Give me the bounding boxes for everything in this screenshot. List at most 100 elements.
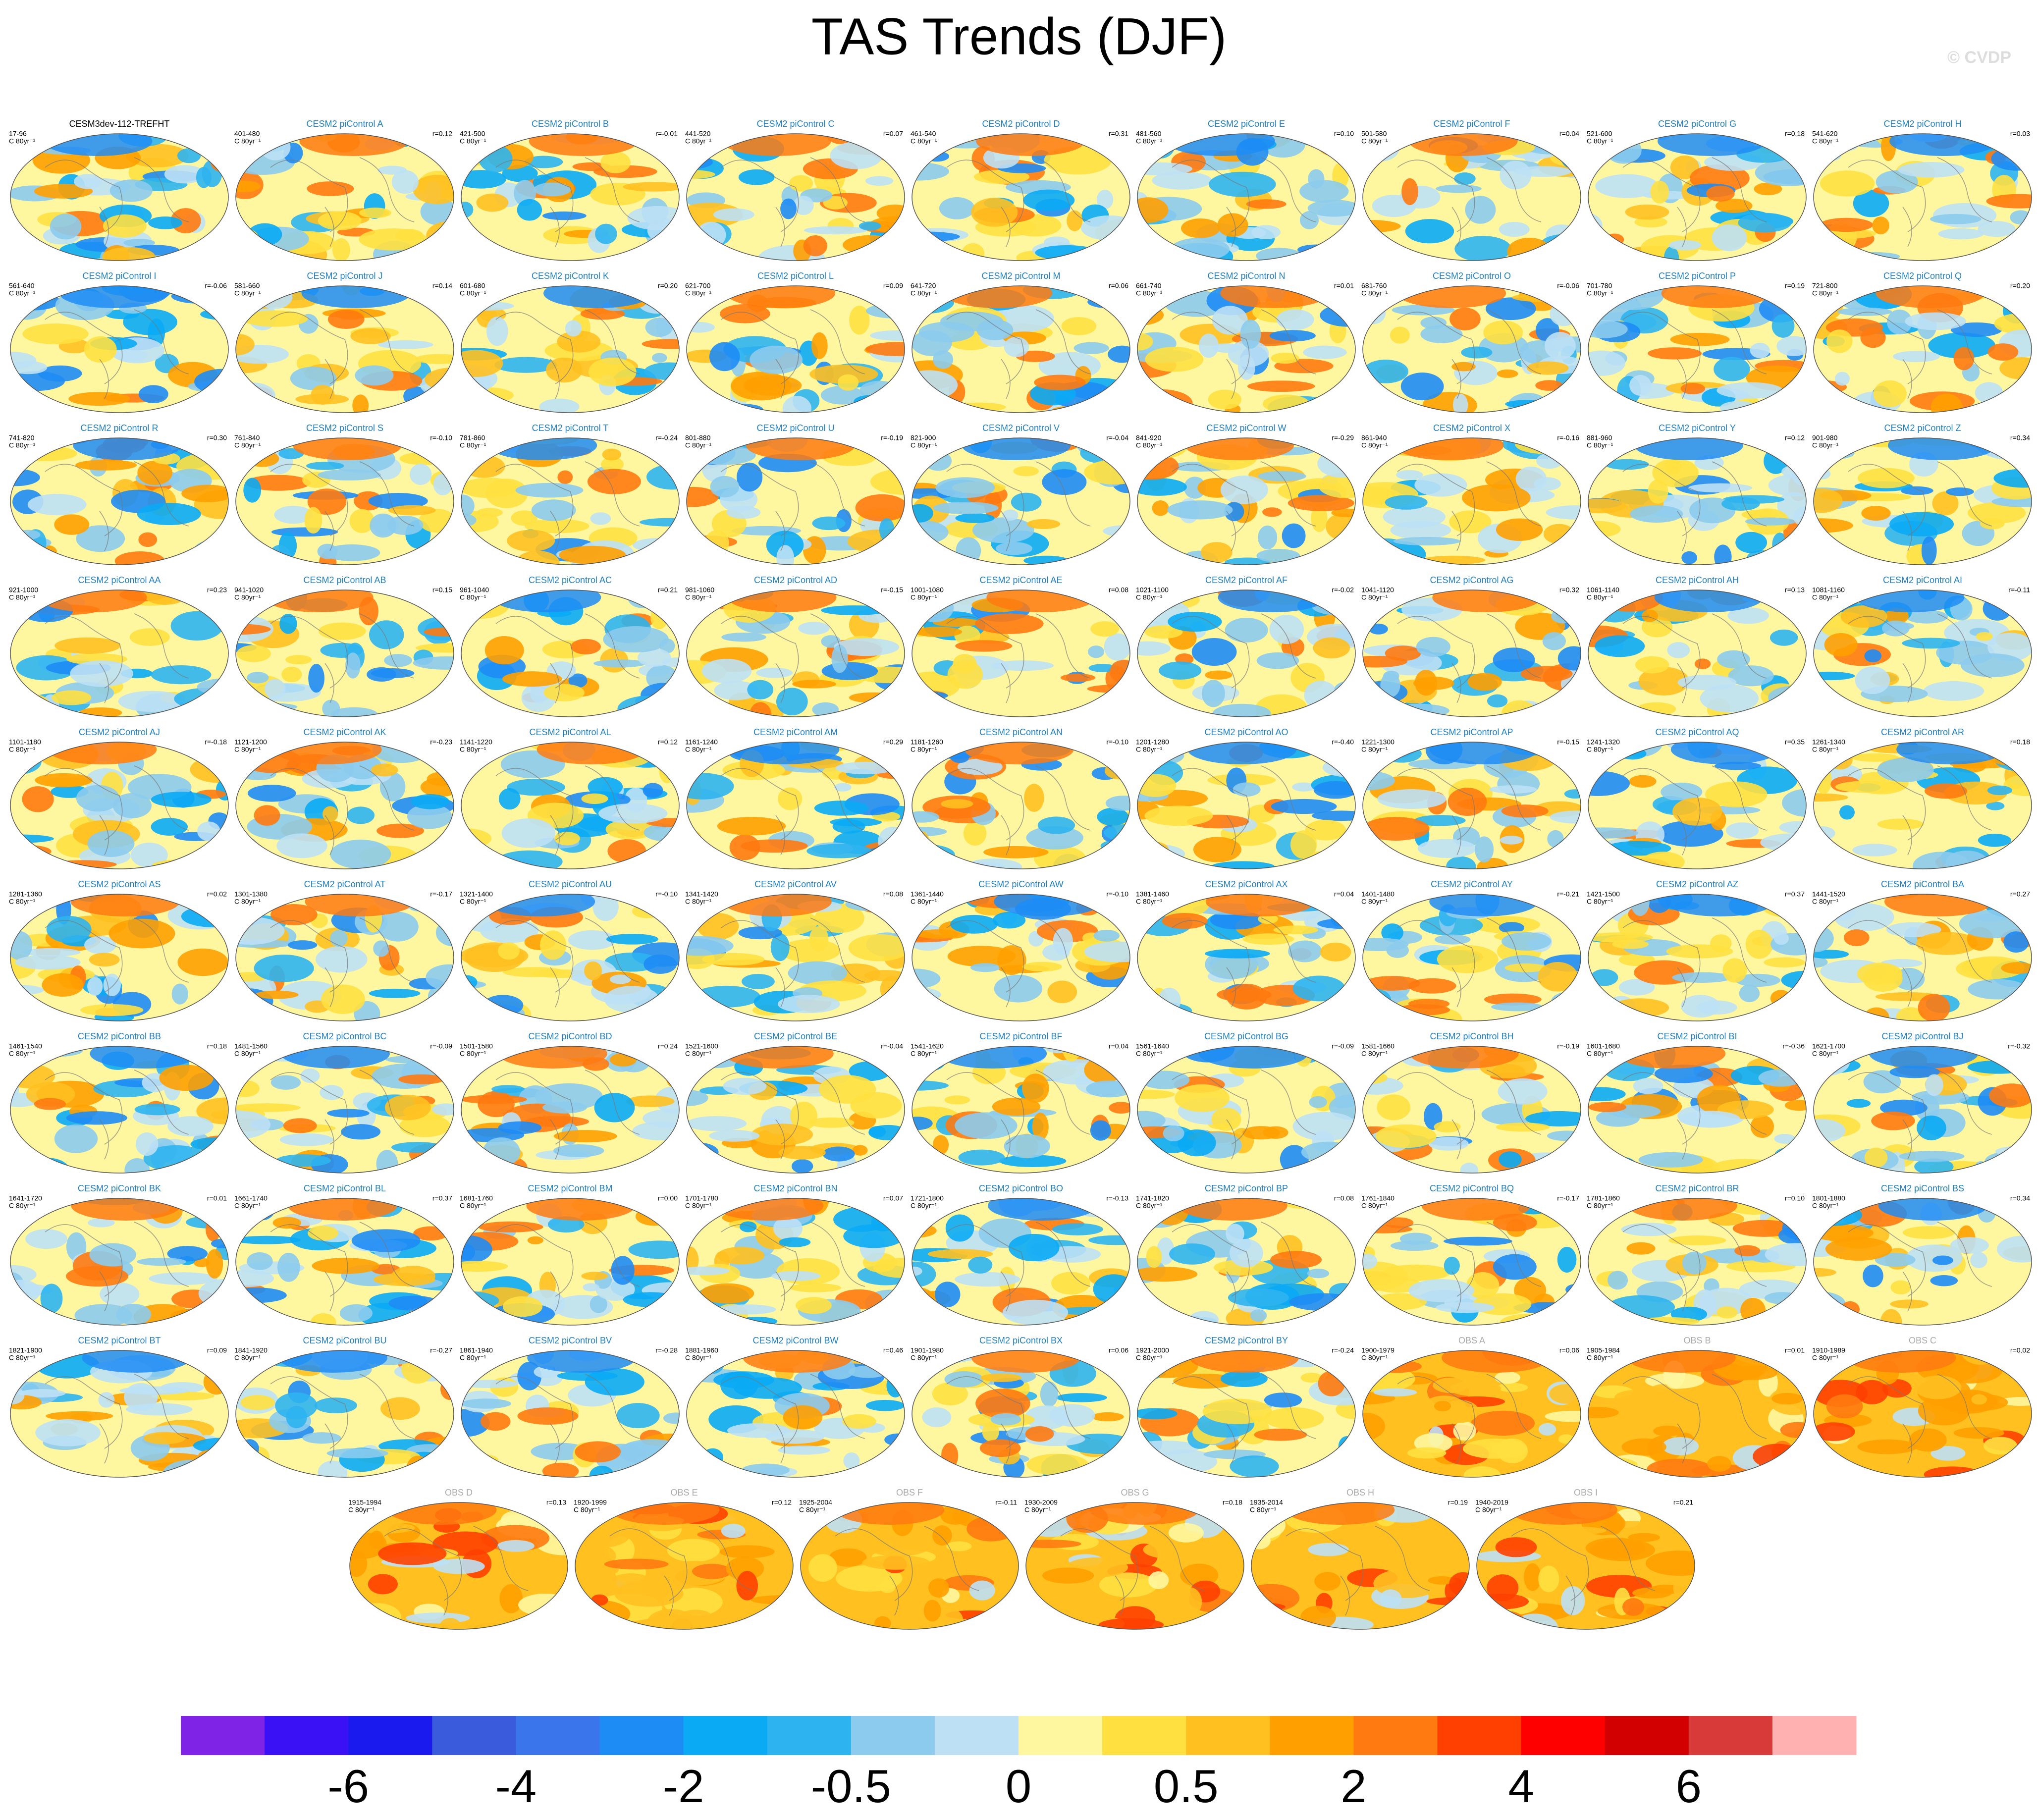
map-shading — [1735, 532, 1768, 553]
map-shading — [1950, 1237, 1989, 1254]
map-shading — [265, 679, 286, 699]
panel-period: 1381-1460 — [1136, 890, 1169, 898]
map-shading — [1816, 1002, 1834, 1017]
map-shading — [700, 1283, 754, 1304]
map — [10, 1198, 228, 1325]
map-shading — [939, 1608, 964, 1629]
map-shading — [821, 662, 878, 680]
map-shading — [1105, 796, 1130, 811]
map-shading — [387, 1502, 497, 1525]
map-shading — [1538, 1423, 1556, 1436]
panel-units: C 80yr⁻¹ — [9, 1354, 36, 1362]
map-shading — [770, 933, 790, 962]
map-shading — [1814, 950, 1849, 959]
panel-r: r=0.01 — [1334, 282, 1354, 290]
map-shading — [274, 506, 313, 524]
map-shading — [103, 214, 147, 238]
panel-units: C 80yr⁻¹ — [1024, 1506, 1051, 1514]
map-shading — [932, 618, 980, 627]
panel-units: C 80yr⁻¹ — [9, 1050, 36, 1058]
map-shading — [167, 1116, 214, 1137]
map-shading — [592, 894, 619, 921]
map-shading — [1256, 652, 1299, 669]
coastline — [1848, 461, 1992, 551]
panel-r: r=-0.10 — [655, 890, 678, 898]
colorbar-label: 4 — [1508, 1760, 1534, 1812]
panel-title: CESM2 piControl AY — [1431, 879, 1513, 889]
map-shading — [1633, 1078, 1663, 1094]
map-shading — [997, 945, 1026, 975]
panel-units: C 80yr⁻¹ — [460, 746, 486, 753]
panel-units: C 80yr⁻¹ — [911, 1202, 937, 1210]
title: TAS Trends (DJF) — [811, 8, 1227, 66]
map-shading — [236, 1445, 250, 1455]
panel-period: 761-840 — [234, 434, 260, 442]
map-shading — [765, 1429, 825, 1444]
map-shading — [351, 1229, 421, 1252]
map-shading — [1305, 1308, 1355, 1325]
map — [350, 1502, 568, 1629]
map-shading — [1256, 548, 1300, 563]
map-shading — [1654, 1065, 1713, 1083]
map-shading — [400, 554, 435, 565]
map-shading — [912, 852, 948, 869]
map-shading — [1137, 1408, 1178, 1420]
panel-units: C 80yr⁻¹ — [911, 289, 937, 297]
map-shading — [1229, 1239, 1263, 1268]
map-shading — [862, 846, 905, 862]
map-shading — [1251, 1609, 1266, 1629]
map — [1588, 590, 1806, 717]
map-shading — [1382, 745, 1422, 763]
map-shading — [89, 1243, 136, 1267]
panel-units: C 80yr⁻¹ — [1587, 1050, 1613, 1058]
map-shading — [507, 530, 555, 552]
map-shading — [1084, 941, 1130, 963]
map-shading — [687, 486, 719, 507]
map-shading — [1363, 1225, 1413, 1233]
map-outline — [912, 1046, 1130, 1174]
map-shading — [912, 520, 949, 545]
map-shading — [151, 792, 212, 807]
map-shading — [922, 1407, 952, 1428]
panel-r: r=0.13 — [1785, 586, 1805, 594]
map-shading — [1873, 380, 1907, 407]
map-shading — [22, 323, 89, 345]
map-shading — [174, 557, 201, 565]
map-shading — [1814, 1422, 1855, 1441]
map-shading — [793, 196, 814, 215]
map-shading — [1814, 488, 1843, 513]
panel-period: 1661-1740 — [234, 1194, 268, 1202]
panel-title: CESM2 piControl S — [306, 423, 383, 433]
panel-period: 1861-1940 — [460, 1346, 493, 1354]
map-outline — [1588, 894, 1807, 1021]
map-shading — [1230, 1455, 1279, 1477]
map-shading — [210, 152, 228, 173]
panel-r: r=-0.10 — [430, 434, 452, 442]
map-shading — [10, 1464, 46, 1477]
map-shading — [318, 622, 366, 640]
map — [1814, 590, 2032, 717]
map-shading — [640, 683, 679, 707]
panel-units: C 80yr⁻¹ — [460, 898, 486, 906]
map-shading — [644, 1153, 659, 1173]
panel-units: C 80yr⁻¹ — [685, 746, 712, 753]
map — [1363, 1350, 1581, 1477]
map-shading — [724, 1046, 834, 1069]
map-shading — [1104, 762, 1130, 780]
map-shading — [1641, 609, 1658, 622]
map-shading — [1429, 742, 1539, 764]
map-shading — [1974, 247, 2012, 261]
panel-title: OBS H — [1346, 1488, 1374, 1498]
map-shading — [1449, 307, 1481, 330]
map-shading — [119, 1386, 189, 1395]
map-shading — [687, 1116, 747, 1131]
map-shading — [1588, 1102, 1626, 1112]
map-shading — [76, 525, 125, 552]
map-shading — [588, 357, 637, 386]
map-shading — [1814, 957, 1828, 968]
colorbar-swatch — [348, 1716, 432, 1755]
map-outline — [1813, 589, 2032, 717]
